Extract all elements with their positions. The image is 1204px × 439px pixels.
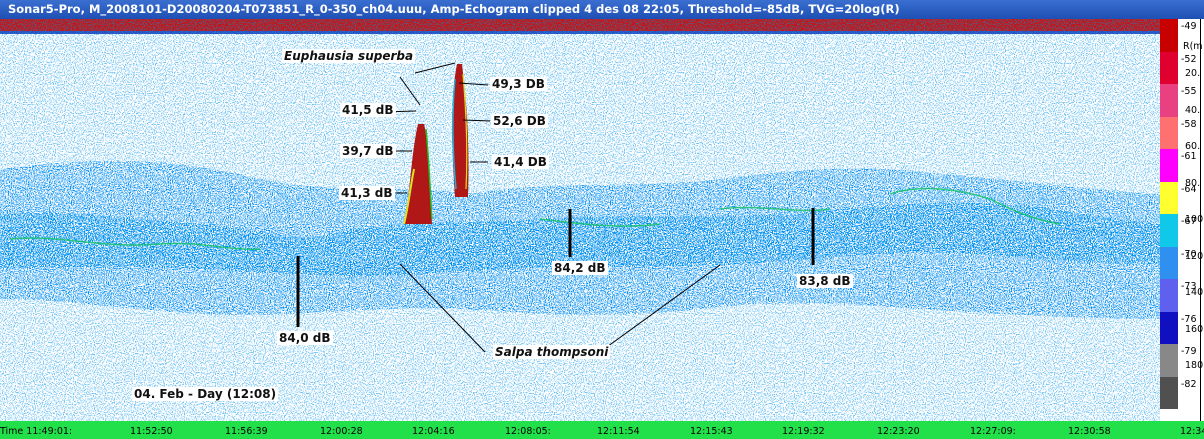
label-db-39-7: 39,7 dB bbox=[340, 144, 396, 158]
label-db-83-8: 83,8 dB bbox=[797, 274, 853, 288]
time-tick-label: 12:04:16 bbox=[412, 426, 455, 437]
colorbar-segment bbox=[1160, 246, 1178, 279]
colorbar-segment bbox=[1160, 149, 1178, 182]
colorbar-value: -67 bbox=[1181, 216, 1197, 227]
range-tick-label: 80. bbox=[1185, 177, 1201, 189]
range-tick-label: 160 bbox=[1185, 323, 1204, 335]
krill-swarm-1 bbox=[403, 124, 433, 225]
colorbar-segment bbox=[1160, 181, 1178, 214]
time-tick-label: 12:00:28 bbox=[320, 426, 363, 437]
colorbar-segment bbox=[1160, 279, 1178, 312]
time-tick-label: 12:19:32 bbox=[782, 426, 825, 437]
label-salpa: Salpa thompsoni bbox=[493, 345, 611, 359]
colorbar-segment bbox=[1160, 19, 1178, 52]
time-tick-label: Time 11:49:01: bbox=[0, 426, 73, 437]
label-day: 04. Feb - Day (12:08) bbox=[132, 387, 279, 401]
colorbar-value: -79 bbox=[1181, 346, 1197, 357]
colorbar-segment bbox=[1160, 51, 1178, 84]
krill-swarm-2 bbox=[452, 64, 469, 197]
colorbar-value: -82 bbox=[1181, 378, 1197, 390]
colorbar-value: -55 bbox=[1181, 86, 1197, 97]
salp-markers bbox=[296, 208, 815, 327]
colorbar-value: -49 bbox=[1181, 21, 1197, 32]
colorbar-value: -61 bbox=[1181, 151, 1197, 162]
time-tick-label: 12:30:58 bbox=[1068, 426, 1111, 437]
time-tick-label: 12:27:09: bbox=[970, 426, 1016, 437]
time-tick-label: 12:23:20 bbox=[877, 426, 920, 437]
range-tick-label: 180 bbox=[1185, 360, 1204, 371]
colorbar-segment bbox=[1160, 311, 1178, 344]
colorbar-value: -73 bbox=[1181, 281, 1197, 292]
colorbar-segment bbox=[1160, 376, 1178, 409]
scale-panel: -49 -52 -55 -58 -61 -64 -67 -70 -73 -76 -79 -82 bbox=[1160, 19, 1204, 439]
colorbar-value: -76 bbox=[1181, 313, 1197, 325]
range-tick-label: 40. bbox=[1185, 104, 1201, 116]
time-tick-label: 12:11:54 bbox=[597, 426, 640, 437]
colorbar-segment bbox=[1160, 214, 1178, 247]
range-tick-label: 120 bbox=[1185, 250, 1204, 262]
colorbar-segment bbox=[1160, 116, 1178, 149]
time-axis-bar bbox=[0, 421, 1204, 439]
colorbar-value: -52 bbox=[1181, 53, 1197, 65]
time-tick-label: 12:34 bbox=[1180, 426, 1204, 437]
colorbar-value: -64 bbox=[1181, 183, 1197, 195]
label-db-41-4: 41,4 DB bbox=[492, 155, 549, 169]
time-tick-label: 12:15:43 bbox=[690, 426, 733, 437]
label-db-84-2: 84,2 dB bbox=[552, 261, 608, 275]
label-db-84-0: 84,0 dB bbox=[277, 331, 333, 345]
window-title: Sonar5-Pro, M_2008101-D20080204-T073851_… bbox=[8, 2, 900, 16]
range-tick-label: 140 bbox=[1185, 287, 1204, 298]
label-db-41-3: 41,3 dB bbox=[339, 186, 395, 200]
colorbar-segment bbox=[1160, 84, 1178, 117]
time-tick-label: 11:52:50 bbox=[130, 426, 173, 437]
echogram-canvas[interactable] bbox=[0, 19, 1160, 421]
label-db-52-6: 52,6 DB bbox=[491, 114, 548, 128]
colorbar-value: -70 bbox=[1181, 248, 1197, 260]
label-euphausia: Euphausia superba bbox=[282, 49, 416, 63]
time-tick-label: 12:08:05: bbox=[505, 426, 551, 437]
green-echo-traces bbox=[9, 187, 1061, 251]
range-tick-label: 20. bbox=[1185, 68, 1201, 79]
colorbar-value: -58 bbox=[1181, 118, 1197, 130]
leader-lines bbox=[380, 62, 721, 353]
range-tick-label: 100 bbox=[1185, 214, 1204, 225]
range-header: R(m bbox=[1183, 41, 1203, 52]
label-db-41-5: 41,5 dB bbox=[340, 103, 396, 117]
range-tick-label: 60. bbox=[1185, 141, 1201, 152]
colorbar-segment bbox=[1160, 344, 1178, 377]
label-db-49-3: 49,3 DB bbox=[490, 77, 547, 91]
window-title-bar: Sonar5-Pro, M_2008101-D20080204-T073851_… bbox=[0, 0, 1204, 19]
time-tick-label: 11:56:39 bbox=[225, 426, 268, 437]
